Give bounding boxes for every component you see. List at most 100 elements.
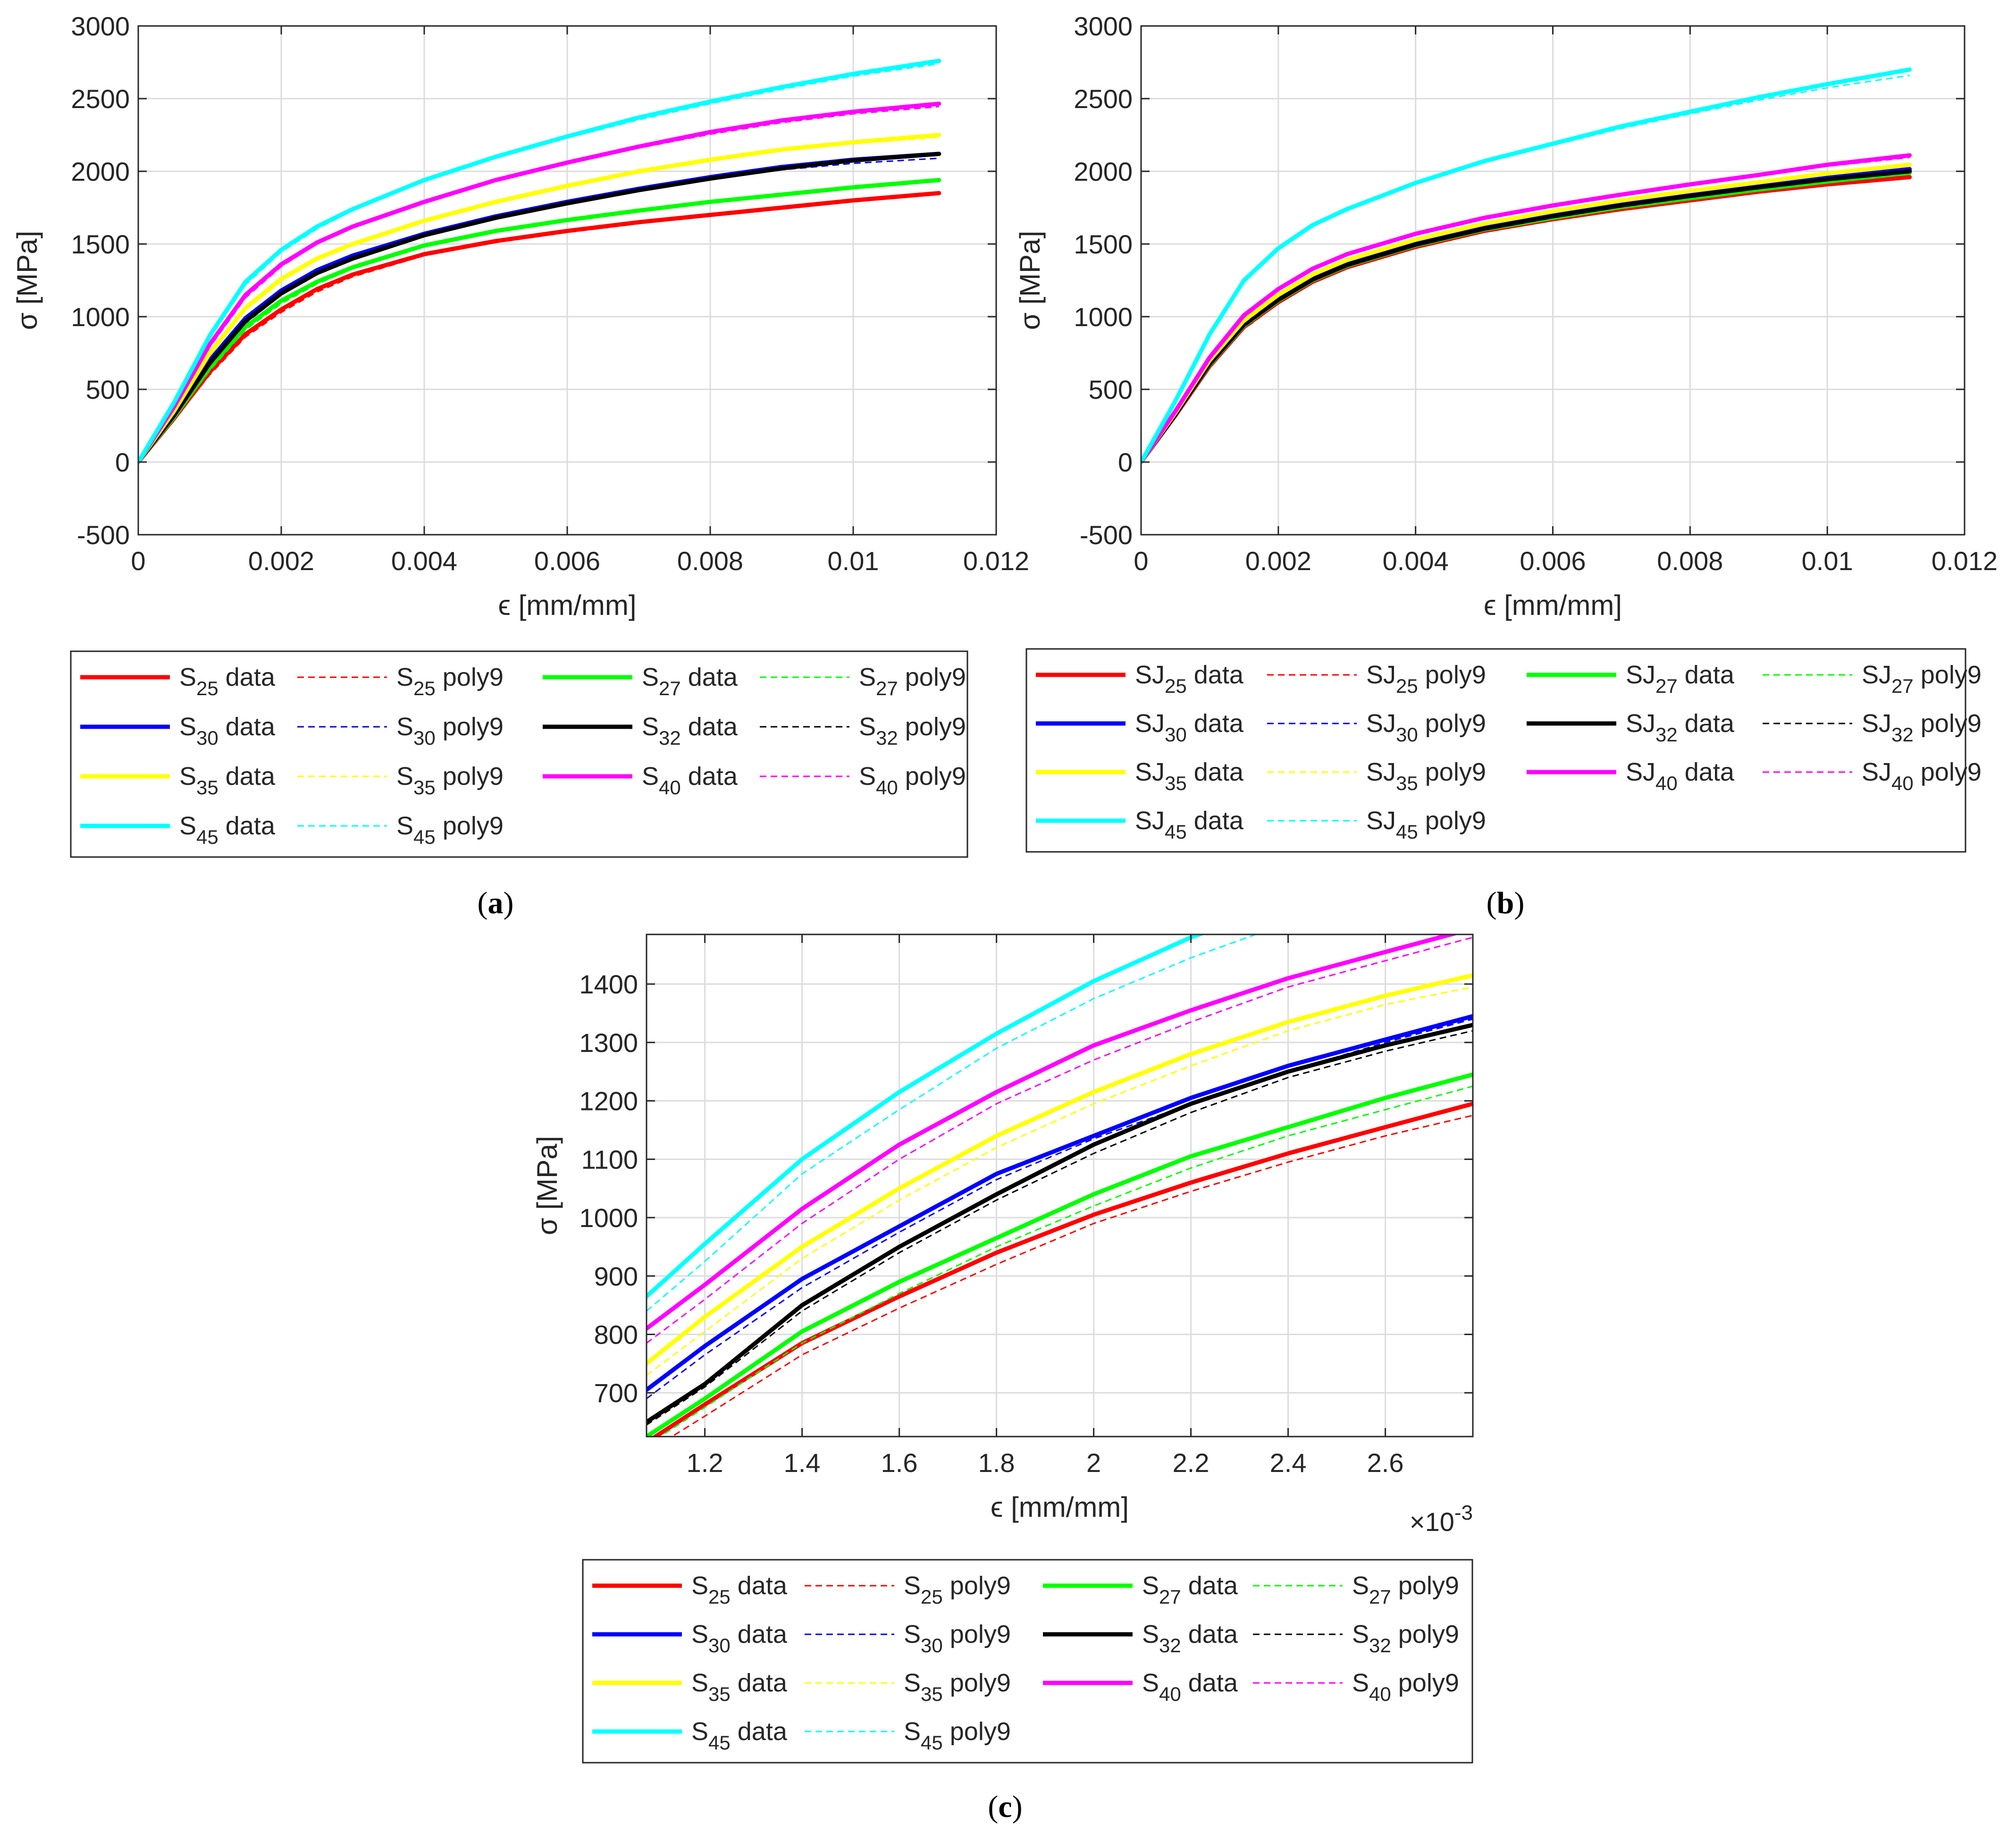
legend-label-base: SJ (1135, 709, 1165, 738)
legend-entry-label: S45 poly9 (396, 812, 504, 848)
y-tick-label: 0 (1118, 447, 1133, 477)
series-line-s32-poly9 (647, 1030, 1473, 1426)
legend-label-base: S (859, 713, 876, 741)
legend-label-suffix: data (1187, 661, 1244, 689)
legend-label-subscript: 40 (1159, 1683, 1181, 1705)
legend-label-base: S (396, 762, 413, 790)
legend-entry-label: SJ40 poly9 (1862, 758, 1982, 794)
legend-label-suffix: data (218, 713, 276, 741)
legend-label-suffix: poly9 (1914, 758, 1982, 786)
panel-label-a: (a) (478, 886, 514, 920)
legend-entry-label: S25 data (691, 1572, 788, 1608)
legend-label-base: S (691, 1717, 708, 1746)
x-tick-label: 2.2 (1173, 1448, 1210, 1478)
legend-label-subscript: 35 (413, 776, 436, 799)
x-tick-label: 2.6 (1367, 1448, 1404, 1478)
legend-label-suffix: data (1187, 758, 1244, 786)
legend-label-suffix: poly9 (898, 762, 966, 790)
legend-label-subscript: 30 (708, 1634, 731, 1656)
panel-label-close: ) (504, 886, 514, 920)
legend-label-suffix: poly9 (898, 663, 966, 691)
series-line-s32-data (647, 1023, 1473, 1424)
x-tick-label: 0.004 (391, 546, 457, 576)
y-tick-label: 1000 (71, 302, 130, 332)
legend-label-subscript: 35 (708, 1683, 731, 1705)
series-group (138, 59, 941, 464)
y-tick-label: 1500 (71, 229, 130, 259)
y-tick-label: 800 (594, 1320, 638, 1349)
series-line-s40-data (647, 934, 1460, 1331)
legend-label-suffix: data (681, 762, 738, 790)
legend-label-subscript: 25 (1396, 675, 1418, 697)
series-line-s27-data (647, 1072, 1473, 1437)
legend-label-subscript: 32 (1655, 723, 1678, 746)
y-tick-label: 1100 (581, 1144, 638, 1174)
legend-label-base: SJ (1626, 758, 1655, 786)
series-line-s40-data (138, 101, 941, 464)
legend-label-base: SJ (1862, 661, 1891, 689)
legend-label-suffix: data (1181, 1620, 1238, 1648)
legend-label-subscript: 40 (659, 776, 681, 799)
chart-a: 0 0.002 0.004 0.006 0.008 0.01 0.012-500050010… (11, 11, 1029, 621)
panel-label-close: ) (1012, 1790, 1023, 1824)
legend-label-suffix: data (1187, 807, 1244, 835)
legend-label-subscript: 27 (1369, 1586, 1391, 1608)
legend-b: SJ25 data SJ25 poly9 SJ27 data SJ27 poly9SJ… (1025, 648, 1982, 853)
legend-label-suffix: data (218, 663, 276, 691)
x-tick-label: 0.002 (248, 546, 314, 576)
legend-label-subscript: 35 (1165, 772, 1187, 794)
legend-label-subscript: 45 (921, 1732, 943, 1754)
legend-label-base: S (691, 1572, 708, 1600)
series-line-sj32-poly9 (1141, 171, 1910, 462)
y-tick-label: 500 (86, 375, 130, 404)
y-axis-label: σ [MPa] (1014, 231, 1046, 330)
series-line-s35-data (138, 133, 941, 464)
legend-label-base: S (1142, 1620, 1159, 1648)
series-line-s25-data (651, 1101, 1473, 1437)
legend-entry-label: S45 poly9 (904, 1717, 1011, 1754)
legend-label-base: S (642, 762, 659, 790)
legend-label-suffix: poly9 (436, 762, 504, 790)
series-line-s45-poly9 (138, 63, 940, 462)
legend-label-suffix: data (1678, 758, 1735, 786)
x-tick-label: 0.01 (828, 546, 879, 576)
legend-entry-label: SJ27 data (1626, 661, 1735, 697)
x-axis-label: ϵ [mm/mm] (498, 589, 636, 621)
legend-label-subscript: 27 (1891, 675, 1914, 697)
y-tick-label: 2500 (1074, 84, 1133, 114)
legend-label-suffix: poly9 (943, 1620, 1011, 1648)
x-tick-label: 2 (1086, 1448, 1101, 1478)
legend-label-subscript: 27 (1655, 675, 1678, 697)
legend-box (70, 650, 968, 858)
y-tick-label: 3000 (71, 11, 130, 41)
legend-entry-label: SJ25 data (1135, 661, 1244, 697)
legend-label-base: S (642, 713, 659, 741)
panel-label-b: (b) (1487, 886, 1525, 920)
legend-entry-label: S30 data (179, 713, 276, 749)
legend-label-suffix: data (1678, 661, 1735, 689)
series-line-sj40-data (1141, 153, 1912, 464)
panel-label-letter: c (998, 1790, 1012, 1824)
y-tick-label: 2000 (1074, 157, 1133, 186)
series-line-s30-data (647, 1014, 1473, 1392)
legend-label-base: SJ (1862, 758, 1891, 786)
legend-entry-label: SJ45 poly9 (1366, 807, 1486, 843)
legend-label-base: S (859, 663, 876, 691)
legend-entry-label: SJ40 data (1626, 758, 1735, 794)
legend-label-suffix: data (731, 1717, 788, 1746)
legend-entry-label: S27 data (1142, 1572, 1238, 1608)
ticks (647, 934, 1473, 1437)
ticks (137, 25, 997, 536)
legend-label-suffix: data (1181, 1572, 1238, 1600)
series-line-s25-poly9 (138, 193, 939, 462)
legend-label-suffix: data (218, 812, 276, 840)
legend-entry-label: SJ27 poly9 (1862, 661, 1982, 697)
legend-label-suffix: poly9 (943, 1669, 1011, 1697)
legend-entry-label: S35 poly9 (396, 762, 504, 799)
x-tick-label: 0.004 (1383, 546, 1449, 576)
legend-label-base: S (396, 812, 413, 840)
series-line-sj45-data (1141, 67, 1912, 464)
y-tick-label: 500 (1089, 375, 1133, 404)
legend-label-base: S (179, 663, 196, 691)
legend-entry-label: S35 poly9 (904, 1669, 1011, 1705)
